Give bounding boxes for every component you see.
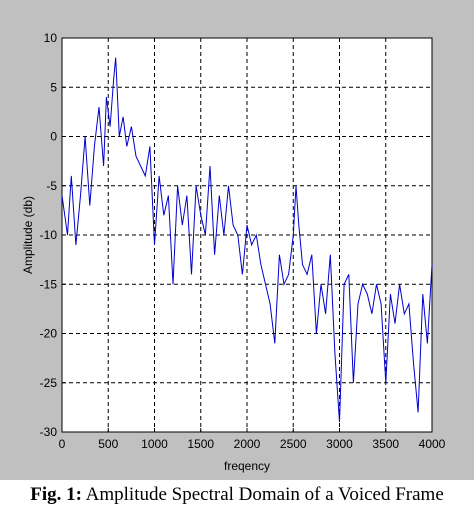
x-tick-label: 2000 xyxy=(234,437,261,451)
caption-label: Fig. 1: xyxy=(30,484,82,505)
y-tick-label: -30 xyxy=(40,425,58,439)
y-axis-label: Amplitude (db) xyxy=(21,196,35,274)
x-tick-label: 1000 xyxy=(141,437,168,451)
figure-caption: Fig. 1: Amplitude Spectral Domain of a V… xyxy=(0,481,474,509)
x-tick-label: 3500 xyxy=(372,437,399,451)
y-tick-label: -10 xyxy=(40,228,58,242)
series-line xyxy=(61,57,433,423)
spectrum-chart: 0 500 1000 1500 2000 2500 3000 3500 4000 10 5 0 -5 -… xyxy=(21,31,446,473)
x-tick-label: 500 xyxy=(98,437,118,451)
x-tick-label: 0 xyxy=(59,437,66,451)
y-tick-label: 5 xyxy=(50,80,57,94)
y-tick-label: -25 xyxy=(40,376,58,390)
x-axis-label: freqency xyxy=(224,459,270,473)
x-tick-label: 3000 xyxy=(326,437,353,451)
y-tick-label: 10 xyxy=(44,31,58,45)
x-tick-label: 4000 xyxy=(419,437,446,451)
x-tick-label: 1500 xyxy=(187,437,214,451)
x-tick-labels: 0 500 1000 1500 2000 2500 3000 3500 4000 xyxy=(59,437,446,451)
y-tick-label: 0 xyxy=(50,130,57,144)
caption-text: Amplitude Spectral Domain of a Voiced Fr… xyxy=(85,484,444,505)
y-tick-label: -20 xyxy=(40,327,58,341)
y-tick-label: -5 xyxy=(46,179,57,193)
figure-background: 0 500 1000 1500 2000 2500 3000 3500 4000 10 5 0 -5 -… xyxy=(0,0,474,480)
axis-ticks xyxy=(61,37,433,433)
y-tick-label: -15 xyxy=(40,277,58,291)
x-tick-label: 2500 xyxy=(280,437,307,451)
y-tick-labels: 10 5 0 -5 -10 -15 -20 -25 -30 xyxy=(40,31,58,439)
